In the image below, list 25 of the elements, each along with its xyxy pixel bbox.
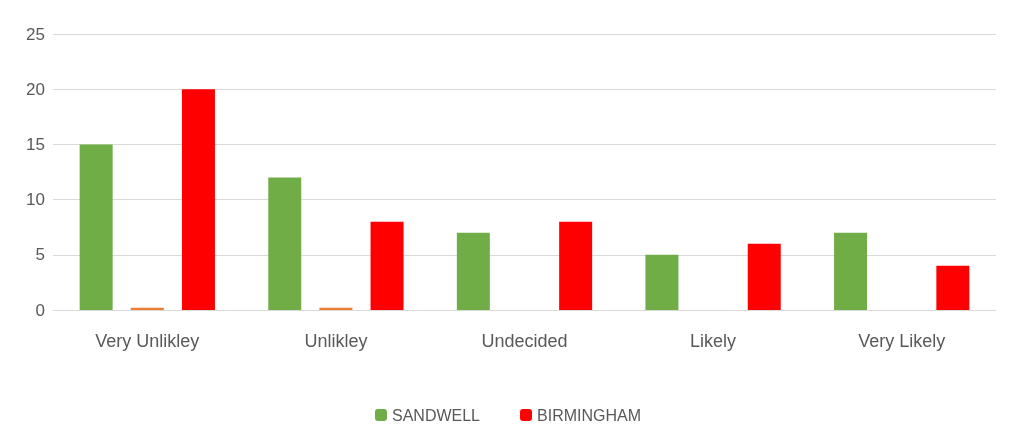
y-tick-label: 20: [26, 79, 45, 99]
y-tick-label: 5: [35, 245, 45, 265]
bar: [130, 307, 164, 310]
bar: [181, 89, 215, 310]
bar: [79, 144, 113, 310]
y-tick-label: 15: [26, 134, 45, 154]
x-tick-label: Undecided: [481, 331, 568, 351]
bar: [747, 243, 781, 310]
y-tick-label: 25: [26, 24, 45, 44]
x-tick-label: Unlikley: [304, 331, 368, 351]
x-tick-label: Likely: [690, 331, 737, 351]
bar: [645, 254, 679, 310]
bar: [936, 265, 970, 310]
x-tick-label: Very Likely: [858, 331, 946, 351]
y-tick-label: 10: [26, 190, 45, 210]
bar: [370, 221, 404, 310]
y-tick-label: 0: [35, 300, 45, 320]
bar: [268, 177, 302, 310]
x-tick-label: Very Unlikley: [95, 331, 200, 351]
bar: [834, 232, 868, 310]
legend-label: BIRMINGHAM: [537, 406, 642, 424]
bar: [559, 221, 593, 310]
bar: [456, 232, 490, 310]
bar: [319, 307, 353, 310]
legend-label: SANDWELL: [391, 406, 481, 424]
